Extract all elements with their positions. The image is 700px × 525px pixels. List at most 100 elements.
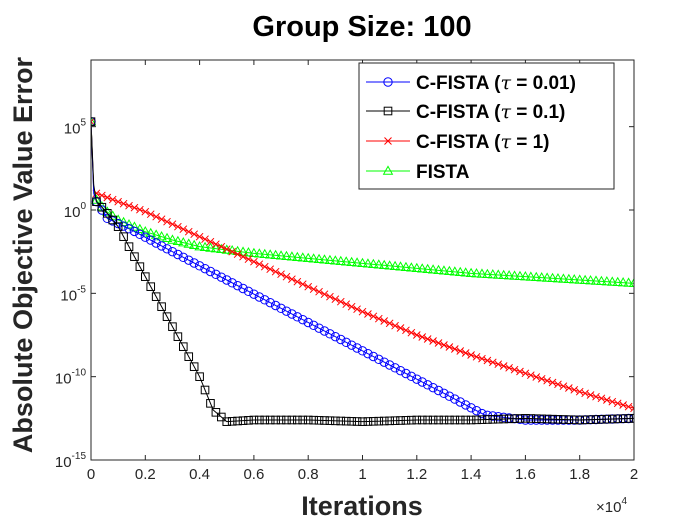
data-marker [216,272,227,282]
data-marker [183,238,194,248]
data-marker [373,259,385,269]
data-marker [628,277,634,288]
data-marker [326,292,334,301]
data-marker [492,269,504,279]
data-marker [563,273,575,284]
data-marker [161,232,173,243]
data-marker [91,194,102,204]
data-marker [151,238,161,248]
data-marker [190,230,199,239]
y-tick-label: 10-15 [55,451,87,471]
data-marker [304,282,313,291]
data-marker [260,295,270,305]
data-marker [92,197,101,206]
data-marker [499,414,508,424]
data-marker [227,417,237,426]
data-marker [281,306,292,316]
data-marker [352,417,362,426]
data-marker [276,303,286,314]
data-marker [331,295,340,304]
data-marker [498,269,509,280]
data-marker [150,229,162,239]
data-marker [292,251,303,262]
data-marker [264,249,276,259]
data-marker [217,412,226,422]
x-tick-label: 1.8 [569,466,590,483]
data-marker [282,415,291,425]
data-marker [91,117,95,126]
data-marker [178,252,189,263]
data-marker [217,242,226,251]
data-marker [194,241,205,251]
data-marker [341,337,351,348]
data-marker [428,415,438,425]
data-marker [162,312,172,321]
data-marker [548,414,557,424]
legend-label: FISTA [416,162,470,183]
data-marker [472,415,481,425]
data-marker [406,262,417,272]
data-marker [412,415,422,425]
data-marker [532,373,541,381]
data-marker [407,328,416,337]
data-marker [211,269,221,280]
data-marker [617,277,629,287]
data-marker [401,368,411,379]
data-marker [472,352,481,361]
data-marker [396,416,405,425]
data-marker [102,209,112,218]
data-marker [145,227,156,238]
data-marker [162,244,172,254]
data-marker [514,270,526,281]
data-marker [423,335,432,343]
data-marker [260,262,269,271]
data-marker [471,268,482,278]
data-marker [389,260,401,271]
data-marker [248,247,260,258]
data-marker [276,415,286,425]
data-marker [597,415,606,424]
data-marker [396,324,405,332]
data-marker [336,416,346,426]
data-marker [270,249,281,260]
data-marker [222,245,231,254]
data-marker [319,254,330,264]
data-marker [135,262,145,271]
data-marker [206,399,215,408]
y-tick-label: 10-10 [55,368,87,388]
data-marker [357,257,368,268]
data-marker [325,416,335,425]
data-marker [281,250,292,261]
data-marker [113,222,123,231]
data-marker [270,300,281,311]
data-marker [531,271,542,282]
data-marker [369,312,378,321]
data-marker [471,405,482,416]
data-marker [390,363,400,373]
data-marker [125,201,133,210]
data-marker [542,414,552,424]
data-marker [200,385,210,395]
data-marker [440,341,448,349]
data-marker [445,343,454,351]
data-marker [308,320,319,331]
data-marker [210,243,222,253]
data-marker [558,273,569,283]
data-marker [189,258,199,268]
data-marker [358,417,367,426]
data-marker [205,266,216,277]
data-marker [575,415,585,425]
data-marker [260,415,270,425]
data-marker [612,276,623,287]
data-marker [347,302,356,311]
data-marker [384,260,395,270]
data-marker [357,346,368,356]
data-marker [422,263,433,274]
data-marker [559,382,568,391]
data-marker [406,371,417,382]
data-marker [228,247,237,256]
data-marker [429,337,437,345]
data-marker [445,415,454,425]
data-marker [630,404,634,413]
data-marker [259,248,271,259]
